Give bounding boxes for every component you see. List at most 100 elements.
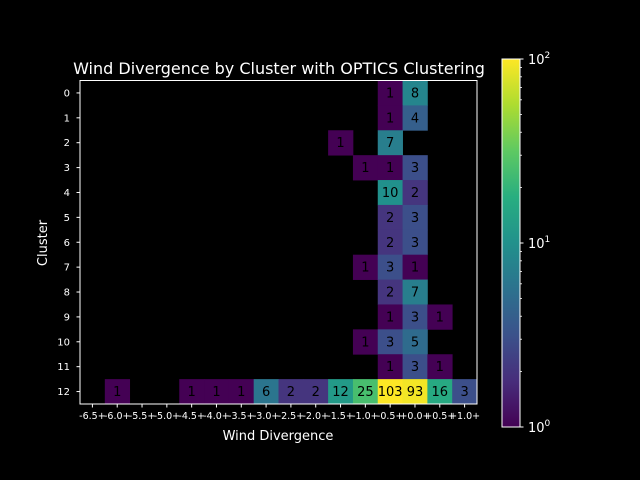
heatmap-cell [377, 279, 403, 305]
heatmap-cell [253, 379, 279, 405]
x-tick-label: +0.5+ [424, 411, 455, 422]
heatmap-cell [377, 379, 403, 405]
heatmap-cell [402, 105, 428, 131]
x-tick-label: -1.5+ [327, 411, 354, 422]
heatmap-cell [427, 354, 453, 380]
heatmap-cells: 1 81 41 71 1 310 22 32 31 3 12 71 3 11 3 51 3 11 1 1 1 6 2 2 12 2… [104, 80, 478, 405]
heatmap-cell [402, 354, 428, 380]
cell-value-label: 2 [411, 186, 419, 201]
cell-value-label: 3 [386, 261, 394, 276]
cell-value-label: 7 [386, 136, 394, 151]
x-axis-label: Wind Divergence [223, 429, 334, 444]
x-tick-label: -0.5+ [377, 411, 404, 422]
y-tick-label: 7 [64, 263, 70, 274]
colorbar-tick-exponent: 2 [545, 51, 551, 61]
y-tick-label: 8 [64, 288, 70, 299]
cell-value-label: 93 [407, 385, 424, 400]
x-tick-label: +0.0+ [399, 411, 430, 422]
heatmap-cell [402, 180, 428, 206]
heatmap-cell [328, 379, 354, 405]
y-tick-label: 4 [64, 188, 70, 199]
cell-value-label: 1 [386, 360, 394, 375]
colorbar [501, 58, 521, 428]
x-tick-label: -1.0+ [352, 411, 379, 422]
heatmap-cell [377, 254, 403, 280]
colorbar-tick-exponent: 0 [545, 419, 551, 429]
heatmap-cell [402, 80, 428, 106]
heatmap-cell [377, 180, 403, 206]
cell-value-label: 16 [432, 385, 449, 400]
cell-value-label: 1 [336, 136, 344, 151]
x-tick-label: -6.5+ [79, 411, 106, 422]
heatmap-cell [452, 379, 478, 405]
cell-value-label: 2 [312, 385, 320, 400]
heatmap-cell [402, 379, 428, 405]
colorbar-tick-base: 10 [528, 421, 545, 436]
cell-value-label: 3 [411, 310, 419, 325]
heatmap-cell [328, 130, 354, 156]
heatmap-cell [377, 329, 403, 355]
cell-value-label: 1 [436, 360, 444, 375]
heatmap-cell [352, 379, 379, 405]
cell-value-label: 3 [460, 385, 468, 400]
heatmap-cell [303, 379, 329, 405]
colorbar-tick-label: 102 [528, 51, 550, 68]
heatmap-cell [377, 304, 403, 330]
cell-value-label: 2 [386, 211, 394, 226]
heatmap-cell [179, 379, 205, 405]
heatmap-cell [377, 130, 403, 156]
colorbar-tick-label: 100 [528, 419, 551, 436]
x-tick-label: -3.5+ [228, 411, 255, 422]
heatmap-cell [402, 204, 428, 231]
cell-value-label: 12 [332, 385, 349, 400]
heatmap-cell [204, 379, 230, 405]
cell-value-label: 103 [378, 385, 403, 400]
cell-value-label: 2 [287, 385, 295, 400]
heatmap-cell [377, 80, 403, 106]
heatmap-cell [402, 155, 428, 181]
heatmap-cell [278, 379, 304, 405]
heatmap-cell [427, 304, 453, 330]
cell-value-label: 7 [411, 286, 419, 301]
heatmap-cell [352, 155, 379, 181]
y-tick-label: 5 [64, 213, 70, 224]
y-tick-label: 1 [64, 113, 70, 124]
colorbar-tick-base: 10 [528, 237, 545, 252]
x-tick-label: -2.5+ [278, 411, 305, 422]
x-tick-label: -5.5+ [129, 411, 156, 422]
x-tick-label: +1.0+ [449, 411, 480, 422]
cell-value-label: 3 [386, 335, 394, 350]
cell-value-label: 5 [411, 335, 419, 350]
cell-value-label: 1 [212, 385, 220, 400]
heatmap-cell [402, 329, 428, 355]
heatmap-cell [402, 279, 428, 305]
x-tick-label: -2.0+ [302, 411, 329, 422]
heatmap-cell [402, 304, 428, 330]
heatmap-cell [377, 155, 403, 181]
y-tick-label: 3 [64, 163, 70, 174]
cell-value-label: 3 [411, 211, 419, 226]
y-tick-label: 9 [64, 312, 70, 323]
y-axis-label: Cluster [36, 219, 51, 266]
y-tick-label: 2 [64, 138, 70, 149]
cell-value-label: 2 [386, 236, 394, 251]
heatmap-cell [104, 379, 131, 405]
heatmap-cell [377, 105, 403, 131]
cell-value-label: 1 [386, 86, 394, 101]
x-tick-label: -6.0+ [104, 411, 131, 422]
heatmap-cell [352, 254, 379, 280]
y-tick-label: 11 [57, 362, 70, 373]
cell-value-label: 3 [411, 236, 419, 251]
colorbar-tick-label: 101 [528, 235, 550, 252]
heatmap-cell [402, 254, 428, 280]
chart-title: Wind Divergence by Cluster with OPTICS C… [73, 59, 485, 78]
cell-value-label: 25 [357, 385, 374, 400]
y-tick-label: 6 [64, 238, 70, 249]
cell-value-label: 1 [411, 261, 419, 276]
heatmap-cell [402, 229, 428, 256]
cell-value-label: 1 [386, 310, 394, 325]
colorbar-tick-exponent: 1 [545, 235, 551, 245]
cell-value-label: 8 [411, 86, 419, 101]
